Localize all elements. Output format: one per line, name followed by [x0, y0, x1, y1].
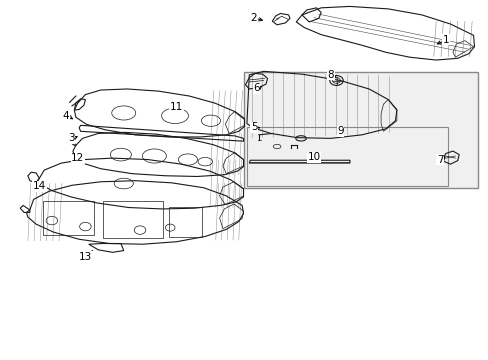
Bar: [43, 201, 93, 235]
Text: 9: 9: [336, 126, 343, 136]
Text: 13: 13: [79, 252, 92, 262]
Text: 12: 12: [71, 153, 84, 163]
Bar: [103, 201, 163, 238]
Text: 2: 2: [249, 13, 256, 23]
Text: 3: 3: [67, 133, 74, 143]
Text: 8: 8: [327, 70, 333, 80]
Text: 4: 4: [63, 112, 69, 121]
Text: 7: 7: [436, 154, 443, 165]
Bar: [168, 207, 202, 237]
Text: 5: 5: [250, 122, 257, 132]
Text: 11: 11: [169, 102, 183, 112]
Text: 1: 1: [442, 35, 448, 45]
Text: 10: 10: [307, 152, 320, 162]
Text: 6: 6: [253, 83, 259, 93]
Text: 14: 14: [33, 181, 46, 192]
Bar: [246, 127, 447, 186]
Bar: [243, 72, 477, 188]
